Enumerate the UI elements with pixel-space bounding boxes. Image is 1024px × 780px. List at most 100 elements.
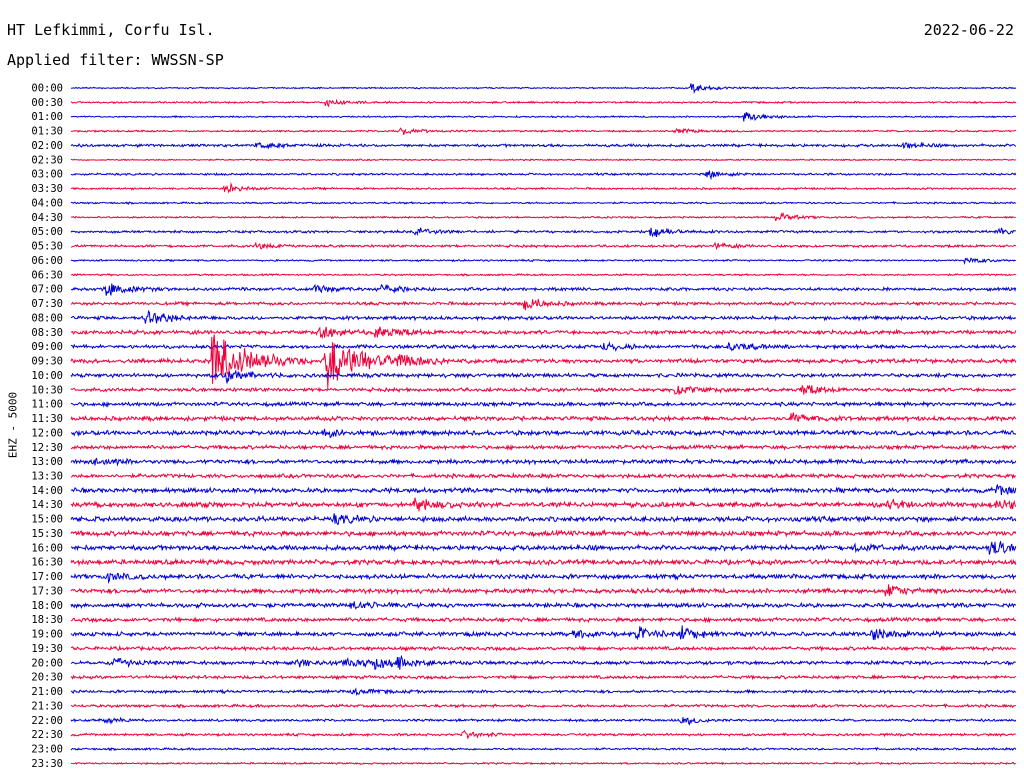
seismogram-trace — [70, 625, 1017, 641]
seismogram-trace — [70, 141, 1017, 150]
seismogram-trace — [70, 443, 1017, 452]
seismogram-trace — [70, 644, 1017, 652]
trace-time-label: 22:00 — [31, 715, 63, 727]
seismogram-trace — [70, 600, 1017, 610]
trace-time-label: 03:00 — [31, 169, 63, 181]
trace-time-label: 15:30 — [31, 528, 63, 540]
trace-time-label: 17:00 — [31, 571, 63, 583]
seismogram-trace — [70, 584, 1017, 597]
trace-time-label: 20:30 — [31, 672, 63, 684]
trace-time-label: 09:00 — [31, 341, 63, 353]
seismogram-trace — [70, 326, 1017, 340]
seismogram-trace — [70, 400, 1016, 408]
seismogram-trace — [70, 298, 1017, 311]
trace-time-label: 11:30 — [31, 413, 63, 425]
trace-time-label: 23:00 — [31, 744, 63, 756]
seismogram-trace — [70, 201, 1016, 205]
seismogram-trace — [70, 309, 1017, 324]
seismogram-trace — [70, 384, 1016, 395]
trace-time-label: 23:30 — [31, 758, 63, 770]
trace-time-label: 15:00 — [31, 514, 63, 526]
seismogram-trace — [70, 211, 1017, 222]
seismogram-trace — [70, 457, 1017, 467]
trace-time-label: 10:30 — [31, 384, 63, 396]
trace-time-label: 22:30 — [31, 729, 63, 741]
trace-time-label: 07:00 — [31, 284, 63, 296]
seismogram-trace — [70, 654, 1016, 671]
trace-time-label: 06:30 — [31, 269, 63, 281]
trace-time-label: 21:00 — [31, 686, 63, 698]
trace-time-label: 03:30 — [31, 183, 63, 195]
trace-time-label: 20:00 — [31, 657, 63, 669]
trace-time-label: 19:30 — [31, 643, 63, 655]
trace-time-label: 12:00 — [31, 427, 63, 439]
seismogram-trace — [70, 127, 1017, 135]
seismogram-trace — [70, 616, 1017, 624]
seismogram-trace — [70, 716, 1017, 726]
trace-time-label: 16:30 — [31, 557, 63, 569]
seismogram-trace — [70, 497, 1017, 512]
seismogram-trace — [70, 761, 1016, 766]
seismogram-trace — [70, 272, 1016, 277]
seismogram-trace — [70, 334, 1017, 388]
seismogram-trace — [70, 557, 1017, 567]
seismogram-trace — [70, 729, 1016, 740]
seismogram-trace — [70, 541, 1017, 555]
trace-time-label: 07:30 — [31, 298, 63, 310]
trace-time-label: 02:30 — [31, 154, 63, 166]
seismogram-trace — [70, 703, 1016, 709]
trace-time-label: 18:00 — [31, 600, 63, 612]
seismogram-trace — [70, 687, 1017, 697]
trace-time-label: 04:30 — [31, 212, 63, 224]
seismogram-trace — [70, 83, 1017, 95]
seismogram-trace — [70, 227, 1017, 238]
trace-time-label: 13:00 — [31, 456, 63, 468]
seismogram-trace — [70, 158, 1017, 162]
trace-time-label: 13:30 — [31, 470, 63, 482]
trace-time-label: 08:00 — [31, 312, 63, 324]
trace-time-label: 14:30 — [31, 499, 63, 511]
seismogram-trace — [70, 369, 1017, 384]
trace-time-label: 17:30 — [31, 585, 63, 597]
seismogram-trace — [70, 572, 1017, 584]
trace-time-label: 14:00 — [31, 485, 63, 497]
seismogram-trace — [70, 746, 1017, 752]
trace-time-label: 05:00 — [31, 226, 63, 238]
seismogram-trace — [70, 181, 1017, 194]
trace-time-label: 10:00 — [31, 370, 63, 382]
seismogram-trace — [70, 112, 1017, 122]
trace-time-label: 01:30 — [31, 126, 63, 138]
trace-time-label: 06:00 — [31, 255, 63, 267]
trace-time-label: 09:30 — [31, 356, 63, 368]
seismogram-trace — [70, 241, 1017, 251]
trace-time-label: 08:30 — [31, 327, 63, 339]
trace-time-label: 11:00 — [31, 399, 63, 411]
recording-date: 2022-06-22 — [923, 21, 1014, 39]
seismogram-trace — [70, 283, 1017, 296]
trace-time-label: 04:00 — [31, 197, 63, 209]
station-title: HT Lefkimmi, Corfu Isl. — [7, 21, 215, 39]
trace-time-label: 01:00 — [31, 111, 63, 123]
seismogram-trace — [70, 170, 1017, 181]
seismogram-trace — [70, 484, 1017, 496]
seismogram-trace — [70, 257, 1017, 265]
seismogram-trace — [70, 528, 1017, 538]
seismogram-trace — [70, 471, 1016, 480]
trace-time-label: 16:00 — [31, 542, 63, 554]
seismogram-trace — [70, 98, 1017, 108]
seismogram-trace — [70, 673, 1017, 681]
trace-time-label: 00:00 — [31, 83, 63, 95]
trace-time-label: 18:30 — [31, 614, 63, 626]
seismogram-trace — [70, 513, 1017, 525]
applied-filter: Applied filter: WWSSN-SP — [7, 51, 224, 69]
trace-time-label: 19:00 — [31, 629, 63, 641]
trace-time-label: 02:00 — [31, 140, 63, 152]
trace-time-label: 00:30 — [31, 97, 63, 109]
seismogram-trace — [70, 412, 1017, 423]
trace-time-label: 12:30 — [31, 442, 63, 454]
seismogram-trace — [70, 428, 1017, 439]
seismogram-trace — [70, 340, 1017, 352]
trace-time-label: 05:30 — [31, 241, 63, 253]
trace-time-label: 21:30 — [31, 700, 63, 712]
